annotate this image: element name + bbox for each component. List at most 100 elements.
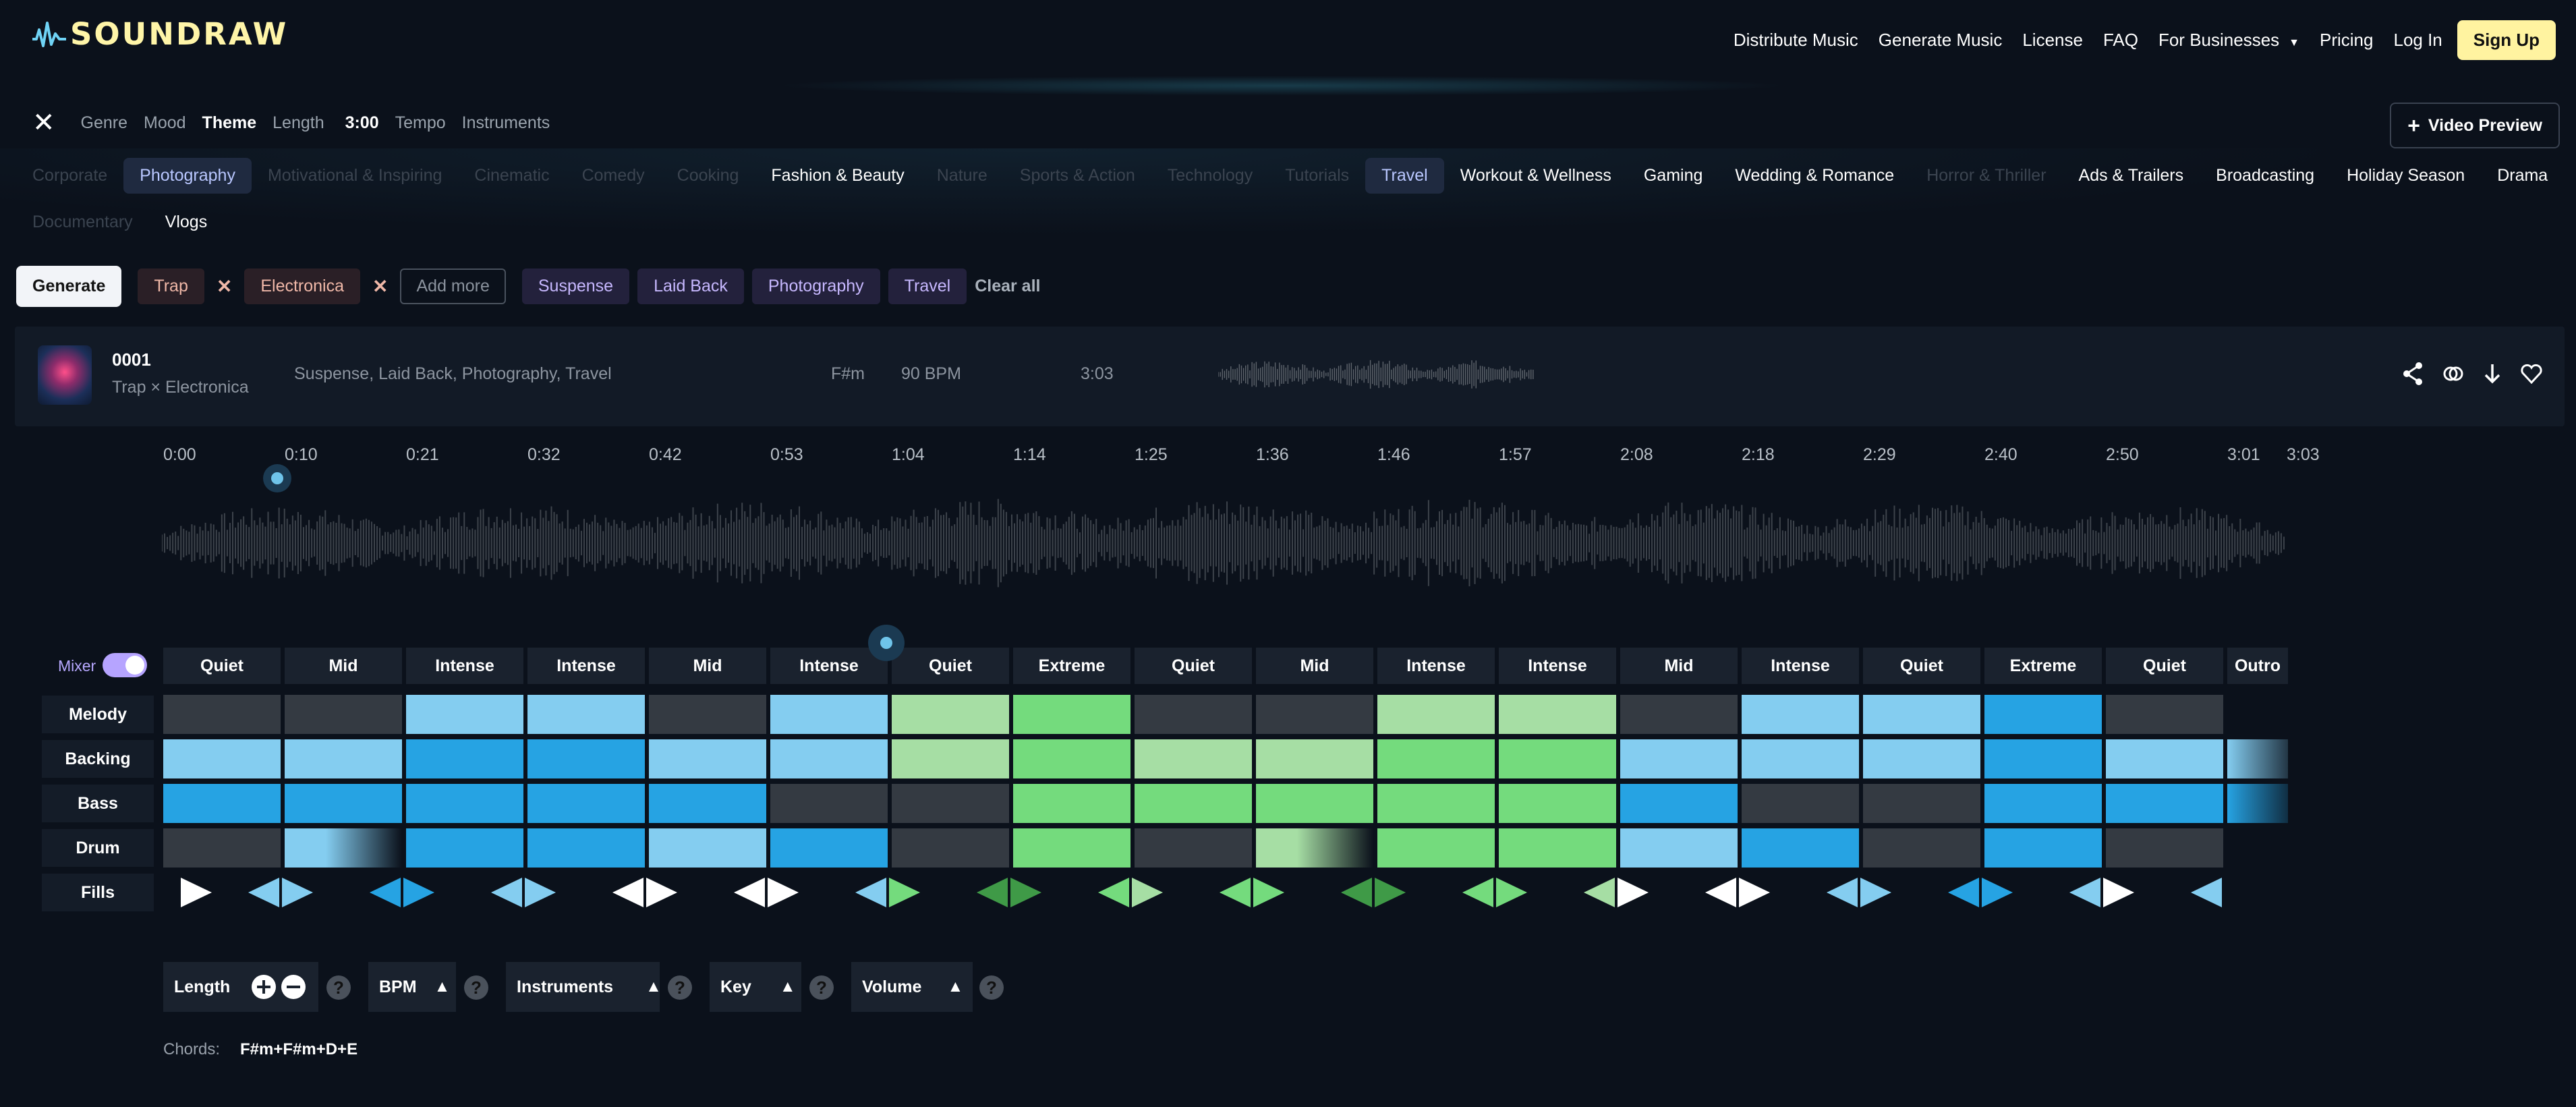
instruments-control[interactable]: Instruments ▲: [506, 962, 662, 1012]
fill-toggle-icon[interactable]: [1218, 872, 1286, 913]
theme-chip-holiday-season[interactable]: Holiday Season: [2347, 166, 2465, 185]
mixer-cell-melody[interactable]: [2106, 695, 2223, 734]
fill-toggle-icon[interactable]: [1947, 872, 2014, 913]
section-header[interactable]: Intense: [527, 648, 645, 684]
mixer-cell-melody[interactable]: [1620, 695, 1738, 734]
theme-chip-gaming[interactable]: Gaming: [1643, 166, 1703, 185]
mixer-cell-backing[interactable]: [1377, 739, 1495, 778]
fill-toggle-icon[interactable]: [1582, 872, 1650, 913]
section-header[interactable]: Intense: [1742, 648, 1859, 684]
mixer-cell-backing[interactable]: [527, 739, 645, 778]
instruments-help-icon[interactable]: ?: [668, 975, 692, 1000]
nav-log-in[interactable]: Log In: [2393, 30, 2442, 50]
volume-help-icon[interactable]: ?: [979, 975, 1004, 1000]
mixer-cell-backing[interactable]: [285, 739, 402, 778]
theme-chip-fashion-beauty[interactable]: Fashion & Beauty: [771, 166, 905, 185]
mixer-cell-backing[interactable]: [1135, 739, 1252, 778]
mixer-cell-drum[interactable]: [1499, 828, 1616, 868]
fill-toggle-icon[interactable]: [854, 872, 921, 913]
section-header[interactable]: Mid: [285, 648, 402, 684]
logo[interactable]: SOUNDRAW: [31, 16, 288, 52]
mixer-cell-melody[interactable]: [163, 695, 281, 734]
section-header[interactable]: Intense: [770, 648, 888, 684]
tab-theme[interactable]: Theme: [202, 113, 257, 132]
tab-mood[interactable]: Mood: [144, 113, 186, 132]
minus-circle-icon[interactable]: [280, 973, 307, 1000]
sign-up-button[interactable]: Sign Up: [2457, 20, 2556, 60]
mixer-cell-backing[interactable]: [406, 739, 523, 778]
mixer-cell-bass[interactable]: [1984, 784, 2102, 823]
mixer-cell-melody[interactable]: [1256, 695, 1373, 734]
mixer-cell-bass[interactable]: [1620, 784, 1738, 823]
mixer-cell-backing[interactable]: [1499, 739, 1616, 778]
bpm-help-icon[interactable]: ?: [464, 975, 488, 1000]
theme-chip-photography[interactable]: Photography: [123, 158, 252, 194]
plus-circle-icon[interactable]: [250, 973, 277, 1000]
mixer-cell-melody[interactable]: [770, 695, 888, 734]
section-header[interactable]: Intense: [1377, 648, 1495, 684]
mixer-cell-melody[interactable]: [892, 695, 1009, 734]
mixer-toggle[interactable]: [103, 653, 147, 677]
mixer-cell-melody[interactable]: [649, 695, 766, 734]
genre-tag-trap[interactable]: Trap: [138, 268, 204, 304]
fill-toggle-icon[interactable]: [2068, 872, 2136, 913]
mixer-cell-drum[interactable]: [527, 828, 645, 868]
mixer-cell-bass[interactable]: [1135, 784, 1252, 823]
remove-trap-icon[interactable]: ✕: [216, 276, 233, 297]
video-preview-button[interactable]: + Video Preview: [2390, 103, 2560, 148]
fill-toggle-icon[interactable]: [1461, 872, 1528, 913]
section-header[interactable]: Intense: [1499, 648, 1616, 684]
mixer-cell-drum[interactable]: [1863, 828, 1980, 868]
mixer-cell-melody[interactable]: [1377, 695, 1495, 734]
theme-chip-workout-wellness[interactable]: Workout & Wellness: [1460, 166, 1611, 185]
fill-toggle-icon[interactable]: [733, 872, 800, 913]
download-icon[interactable]: [2482, 362, 2502, 386]
fill-toggle-icon[interactable]: [1825, 872, 1893, 913]
theme-chip-horror-thriller[interactable]: Horror & Thriller: [1926, 166, 2047, 185]
mixer-cell-melody[interactable]: [1863, 695, 1980, 734]
mixer-cell-bass[interactable]: [1499, 784, 1616, 823]
clear-all-button[interactable]: Clear all: [975, 277, 1041, 295]
mixer-cell-drum[interactable]: [770, 828, 888, 868]
section-header[interactable]: Mid: [1620, 648, 1738, 684]
section-header[interactable]: Extreme: [1013, 648, 1130, 684]
tab-genre[interactable]: Genre: [80, 113, 127, 132]
mixer-cell-melody[interactable]: [1135, 695, 1252, 734]
mixer-cell-backing[interactable]: [1863, 739, 1980, 778]
nav-distribute-music[interactable]: Distribute Music: [1733, 30, 1858, 50]
mixer-cell-melody[interactable]: [285, 695, 402, 734]
mixer-cell-backing[interactable]: [163, 739, 281, 778]
mixer-cell-backing[interactable]: [1742, 739, 1859, 778]
mixer-cell-bass[interactable]: [406, 784, 523, 823]
mixer-cell-drum[interactable]: [1620, 828, 1738, 868]
theme-chip-technology[interactable]: Technology: [1167, 166, 1253, 185]
mixer-cell-drum[interactable]: [406, 828, 523, 868]
mixer-cell-melody[interactable]: [527, 695, 645, 734]
theme-chip-comedy[interactable]: Comedy: [581, 166, 645, 185]
key-control[interactable]: Key ▲: [710, 962, 801, 1012]
theme-chip-motivational-inspiring[interactable]: Motivational & Inspiring: [267, 166, 442, 185]
tab-length[interactable]: Length 3:00: [273, 113, 378, 133]
section-header[interactable]: Quiet: [892, 648, 1009, 684]
mixer-cell-bass[interactable]: [1256, 784, 1373, 823]
mixer-cell-drum[interactable]: [2106, 828, 2223, 868]
mixer-cell-bass[interactable]: [285, 784, 402, 823]
track-waveform[interactable]: [162, 486, 2287, 600]
mixer-cell-bass[interactable]: [1742, 784, 1859, 823]
playhead-handle[interactable]: [263, 464, 291, 492]
mixer-cell-bass[interactable]: [2106, 784, 2223, 823]
theme-chip-travel[interactable]: Travel: [1365, 158, 1444, 194]
remove-electronica-icon[interactable]: ✕: [372, 276, 389, 297]
fill-toggle-icon[interactable]: [247, 872, 314, 913]
fill-toggle-icon[interactable]: [1097, 872, 1164, 913]
attr-tag-suspense[interactable]: Suspense: [521, 268, 630, 304]
fill-toggle-icon[interactable]: [2189, 872, 2257, 913]
heart-icon[interactable]: [2520, 362, 2543, 386]
mixer-cell-backing[interactable]: [892, 739, 1009, 778]
mixer-cell-drum[interactable]: [285, 828, 402, 868]
mixer-cell-bass[interactable]: [1863, 784, 1980, 823]
section-header[interactable]: Quiet: [163, 648, 281, 684]
mixer-cell-drum[interactable]: [1742, 828, 1859, 868]
nav-faq[interactable]: FAQ: [2102, 30, 2138, 50]
fill-toggle-icon[interactable]: [1704, 872, 1771, 913]
